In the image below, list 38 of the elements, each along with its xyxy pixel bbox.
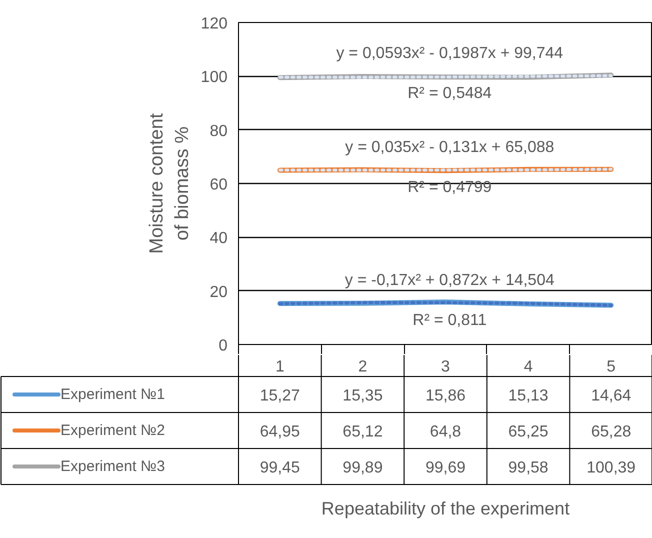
x-tick-label: 3 [441,358,450,376]
x-tick-label: 5 [606,358,616,376]
annotation: R² = 0,811 [412,312,487,330]
data-label: 99,58 [508,460,548,476]
y-tick-label: 100 [200,69,228,86]
data-label: 65,28 [591,424,632,440]
data-label: 15,35 [342,388,383,404]
legend-label: Experiment №3 [60,458,165,475]
text: Repeatability of the experiment [321,498,570,518]
annotation: R² = 0,5484 [408,85,492,102]
legend-label: Experiment №1 [60,386,165,403]
data-label: 15,13 [508,388,548,404]
y-tick-label: 80 [210,122,228,140]
y-tick-label: 20 [210,284,228,301]
annotation: R² = 0,4799 [408,178,492,196]
annotation: y = 0,035x² - 0,131x + 65,088 [345,138,554,156]
data-label: 15,86 [425,388,466,404]
data-label: 64,95 [260,424,300,440]
data-label: 14,64 [591,388,632,404]
data-label: 99,69 [425,460,466,476]
x-tick-label: 1 [275,358,284,376]
y-axis-title: Moisture content of biomass % [146,112,193,254]
y-tick-label: 0 [218,338,228,354]
annotation: y = 0,0593x² - 0,1987x + 99,744 [336,45,564,62]
data-label: 99,89 [342,460,383,476]
x-tick-label: 2 [358,358,368,376]
x-tick-label: 4 [524,358,533,376]
data-label: 100,39 [586,460,636,476]
data-label: 65,25 [508,424,548,440]
y-tick-label: 60 [210,176,228,194]
legend-label: Experiment №2 [60,422,165,439]
annotation: y = -0,17x² + 0,872x + 14,504 [344,272,554,290]
data-label: 15,27 [260,388,300,404]
y-tick-label: 120 [200,16,228,32]
data-label: 65,12 [342,424,383,440]
data-label: 64,8 [430,424,462,440]
data-label: 99,45 [260,460,300,476]
y-tick-label: 40 [210,230,228,248]
